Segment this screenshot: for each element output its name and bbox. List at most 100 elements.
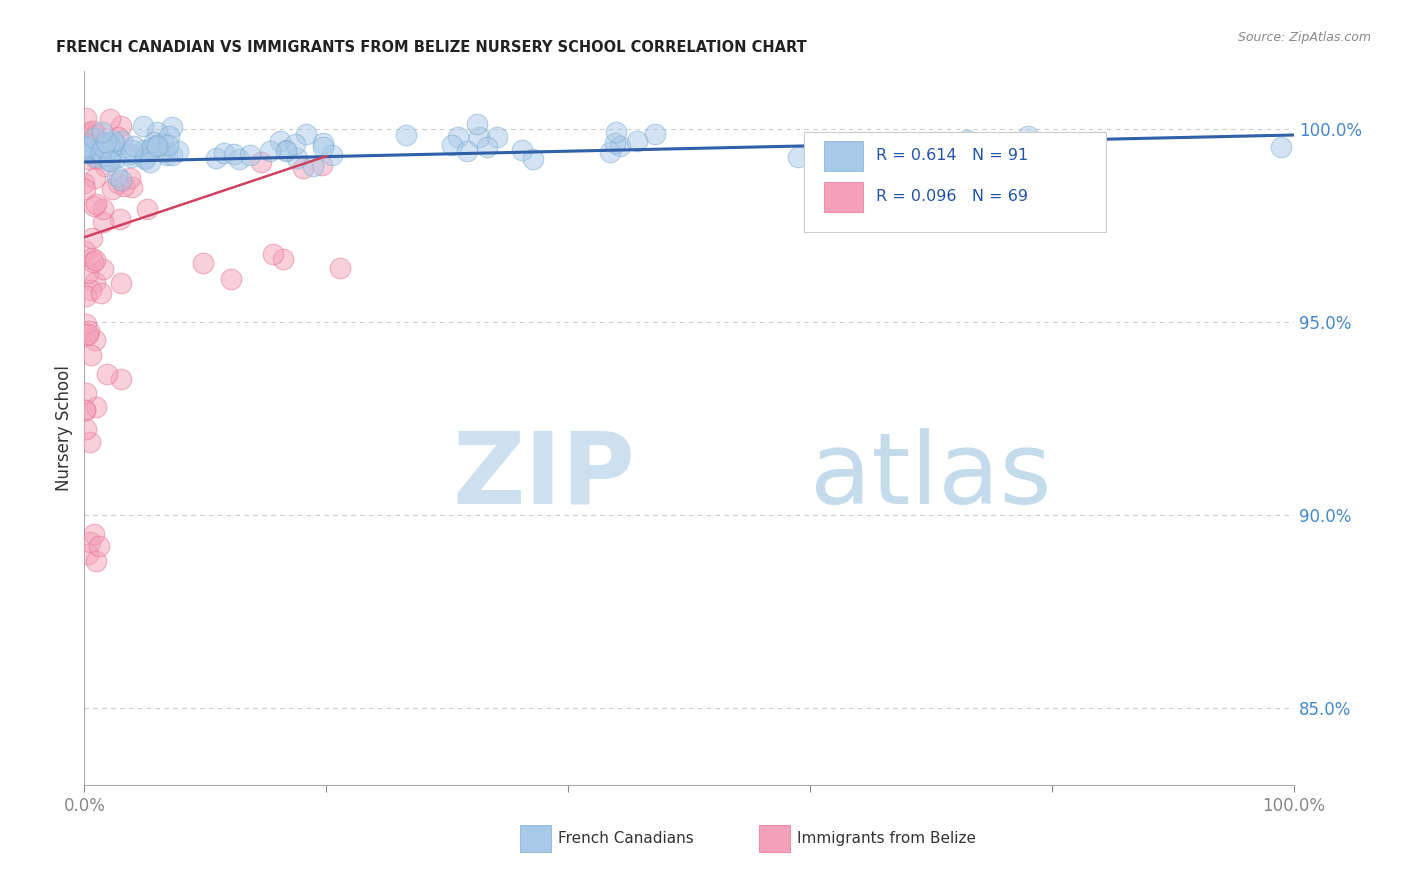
- Point: [136, 144, 159, 158]
- Point: [98, 142, 121, 156]
- Point: [77, 136, 100, 150]
- Point: [98, 112, 121, 126]
- Point: [121, 143, 143, 157]
- Point: [956, 133, 979, 147]
- Point: [77, 266, 100, 280]
- Point: [83, 131, 105, 145]
- Point: [156, 148, 179, 162]
- Point: [83, 527, 105, 541]
- Point: [104, 151, 127, 165]
- Point: [224, 147, 246, 161]
- Point: [86, 554, 108, 568]
- Point: [111, 134, 134, 148]
- Point: [121, 179, 143, 194]
- Point: [83, 252, 105, 267]
- Text: FRENCH CANADIAN VS IMMIGRANTS FROM BELIZE NURSERY SCHOOL CORRELATION CHART: FRENCH CANADIAN VS IMMIGRANTS FROM BELIZ…: [56, 40, 807, 55]
- Point: [87, 144, 110, 158]
- Point: [80, 251, 103, 265]
- Text: French Canadians: French Canadians: [558, 831, 695, 846]
- Point: [76, 328, 98, 343]
- Point: [228, 152, 250, 166]
- Point: [609, 138, 631, 153]
- Point: [465, 117, 488, 131]
- Point: [96, 151, 118, 165]
- Point: [274, 144, 297, 158]
- Point: [76, 128, 98, 142]
- Point: [96, 135, 118, 149]
- Point: [77, 325, 100, 339]
- Point: [239, 147, 262, 161]
- Point: [103, 134, 125, 148]
- Point: [219, 271, 242, 285]
- Point: [477, 139, 499, 153]
- Point: [83, 199, 105, 213]
- Text: ZIP: ZIP: [453, 428, 636, 524]
- Point: [269, 134, 291, 148]
- Point: [284, 136, 307, 151]
- Point: [285, 151, 308, 165]
- Point: [76, 327, 98, 342]
- Point: [603, 136, 626, 150]
- Point: [93, 149, 115, 163]
- Point: [456, 144, 478, 158]
- Point: [98, 136, 121, 151]
- Point: [84, 275, 107, 289]
- Point: [84, 333, 107, 347]
- Point: [97, 153, 120, 167]
- Point: [107, 130, 129, 145]
- Point: [98, 154, 121, 169]
- Point: [105, 138, 128, 153]
- Text: R = 0.614   N = 91: R = 0.614 N = 91: [876, 148, 1029, 163]
- Point: [1017, 129, 1039, 144]
- Point: [91, 202, 114, 217]
- Point: [312, 140, 335, 154]
- Point: [82, 123, 104, 137]
- Point: [86, 153, 108, 167]
- FancyBboxPatch shape: [824, 141, 863, 171]
- Point: [522, 152, 544, 166]
- Point: [271, 252, 294, 267]
- Point: [84, 197, 107, 211]
- Point: [75, 289, 97, 303]
- Point: [75, 385, 97, 400]
- Point: [122, 139, 145, 153]
- Point: [262, 247, 284, 261]
- Point: [152, 136, 174, 151]
- Point: [599, 145, 621, 160]
- Point: [212, 146, 235, 161]
- Point: [108, 211, 131, 226]
- Point: [79, 535, 101, 549]
- Point: [80, 146, 103, 161]
- Point: [118, 147, 141, 161]
- Text: Immigrants from Belize: Immigrants from Belize: [797, 831, 976, 846]
- Point: [311, 158, 333, 172]
- Point: [321, 147, 343, 161]
- Point: [76, 144, 98, 158]
- Point: [120, 151, 142, 165]
- Point: [107, 177, 129, 191]
- Point: [145, 139, 167, 153]
- Point: [468, 129, 491, 144]
- Point: [93, 140, 115, 154]
- Point: [84, 128, 107, 142]
- Point: [110, 119, 132, 133]
- Point: [786, 150, 808, 164]
- Point: [249, 154, 271, 169]
- Point: [131, 119, 153, 133]
- Point: [191, 256, 214, 270]
- Point: [510, 144, 533, 158]
- Point: [77, 153, 100, 167]
- Point: [139, 155, 162, 169]
- Point: [101, 182, 124, 196]
- Point: [302, 159, 325, 173]
- Point: [84, 401, 107, 415]
- Point: [76, 137, 98, 152]
- Point: [76, 144, 98, 158]
- Point: [110, 173, 132, 187]
- Text: atlas: atlas: [810, 428, 1052, 524]
- Point: [75, 140, 97, 154]
- Y-axis label: Nursery School: Nursery School: [55, 365, 73, 491]
- Point: [91, 262, 114, 277]
- Point: [142, 135, 165, 149]
- Point: [204, 152, 226, 166]
